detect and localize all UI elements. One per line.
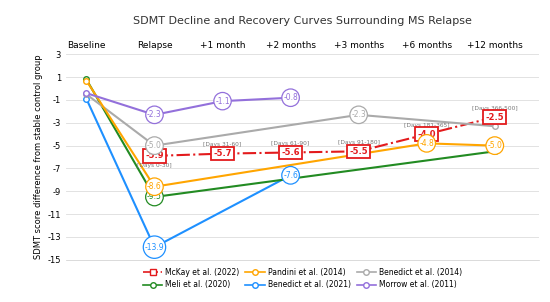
Text: [Days 366-500]: [Days 366-500] — [472, 106, 518, 111]
Text: -5.6: -5.6 — [281, 148, 300, 157]
Legend: McKay et al. (2022), Meli et al. (2020), Pandini et al. (2014), Benedict et al. : McKay et al. (2022), Meli et al. (2020),… — [143, 268, 462, 289]
Text: -5.7: -5.7 — [213, 149, 232, 158]
Text: -4.0: -4.0 — [417, 130, 436, 139]
Text: [Days 91-180]: [Days 91-180] — [338, 140, 379, 145]
Text: -8.6: -8.6 — [147, 182, 162, 191]
Text: [Days 181-365]: [Days 181-365] — [404, 123, 449, 128]
Text: -0.8: -0.8 — [283, 93, 298, 102]
Text: -7.6: -7.6 — [283, 171, 298, 180]
Text: -13.9: -13.9 — [145, 243, 164, 252]
Text: -1.1: -1.1 — [215, 97, 230, 106]
Text: [Days 0-30]: [Days 0-30] — [137, 163, 172, 168]
Text: [Days 61-90]: [Days 61-90] — [272, 141, 310, 146]
Text: -2.3: -2.3 — [351, 110, 366, 119]
Text: -2.5: -2.5 — [486, 113, 504, 122]
Text: [Days 31-60]: [Days 31-60] — [204, 142, 241, 147]
Text: -5.0: -5.0 — [147, 141, 162, 150]
Text: -2.3: -2.3 — [147, 110, 162, 119]
Text: -9.5: -9.5 — [147, 192, 162, 201]
Title: SDMT Decline and Recovery Curves Surrounding MS Relapse: SDMT Decline and Recovery Curves Surroun… — [133, 16, 472, 26]
Text: -5.9: -5.9 — [145, 151, 164, 160]
Y-axis label: SDMT score difference from stable control group: SDMT score difference from stable contro… — [34, 55, 43, 259]
Text: -4.8: -4.8 — [419, 139, 434, 148]
Text: -5.0: -5.0 — [487, 141, 502, 150]
Text: -5.5: -5.5 — [349, 147, 368, 156]
